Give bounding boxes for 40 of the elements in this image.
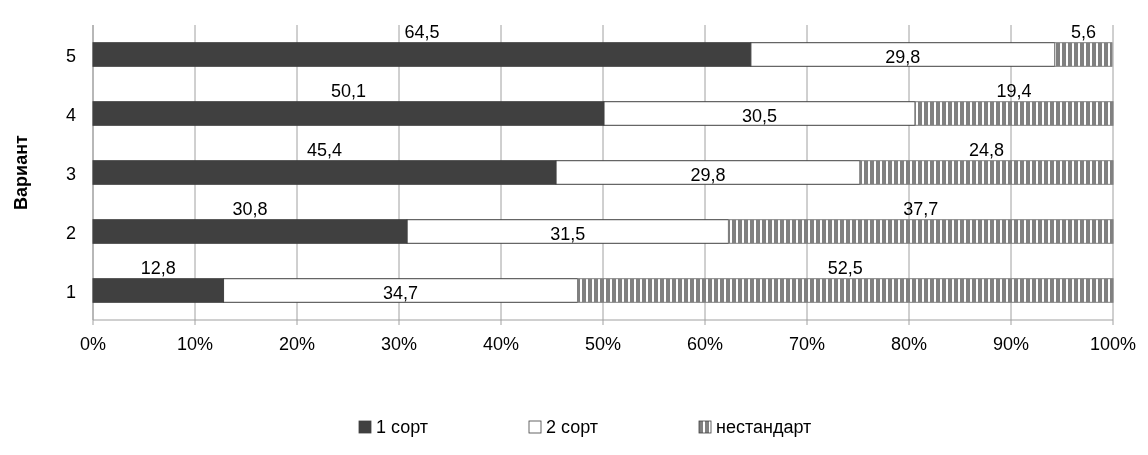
data-label: 5,6 [1070,21,1096,42]
data-label: 30,8 [232,198,268,219]
bar [859,160,1114,185]
data-label: 19,4 [996,80,1032,101]
x-tick-label: 60% [686,334,724,354]
y-tick-label: 4 [65,104,77,125]
bar [914,101,1114,126]
x-tick-label: 50% [584,334,622,354]
data-label: 52,5 [827,257,863,278]
y-tick-label: 3 [65,163,77,184]
data-label: 30,5 [742,105,778,126]
x-tick-label: 20% [278,334,316,354]
bar [1054,42,1113,67]
data-label: 64,5 [404,21,440,42]
x-tick-label: 70% [788,334,826,354]
y-tick-label: 5 [65,45,77,66]
data-label: 12,8 [140,257,176,278]
legend-label: нестандарт [716,417,812,437]
data-label: 29,8 [885,46,921,67]
data-label: 50,1 [330,80,367,101]
x-tick-label: 100% [1089,334,1137,354]
data-label: 45,4 [307,139,343,160]
x-tick-label: 90% [992,334,1030,354]
y-tick-label: 1 [65,281,77,302]
x-tick-label: 30% [380,334,418,354]
legend-label: 1 сорт [376,417,429,437]
bar [577,278,1114,303]
data-label: 37,7 [903,198,939,219]
x-tick-label: 80% [890,334,928,354]
x-tick-label: 10% [176,334,214,354]
y-tick-label: 2 [65,222,77,243]
data-label: 34,7 [383,282,419,303]
legend-label: 2 сорт [546,417,599,437]
data-label: 29,8 [690,164,726,185]
y-axis-title: Вариант [11,134,31,210]
x-tick-label: 40% [482,334,520,354]
bar [727,219,1114,244]
x-tick-label: 0% [79,334,107,354]
data-label: 31,5 [550,223,586,244]
data-label: 24,8 [969,139,1005,160]
